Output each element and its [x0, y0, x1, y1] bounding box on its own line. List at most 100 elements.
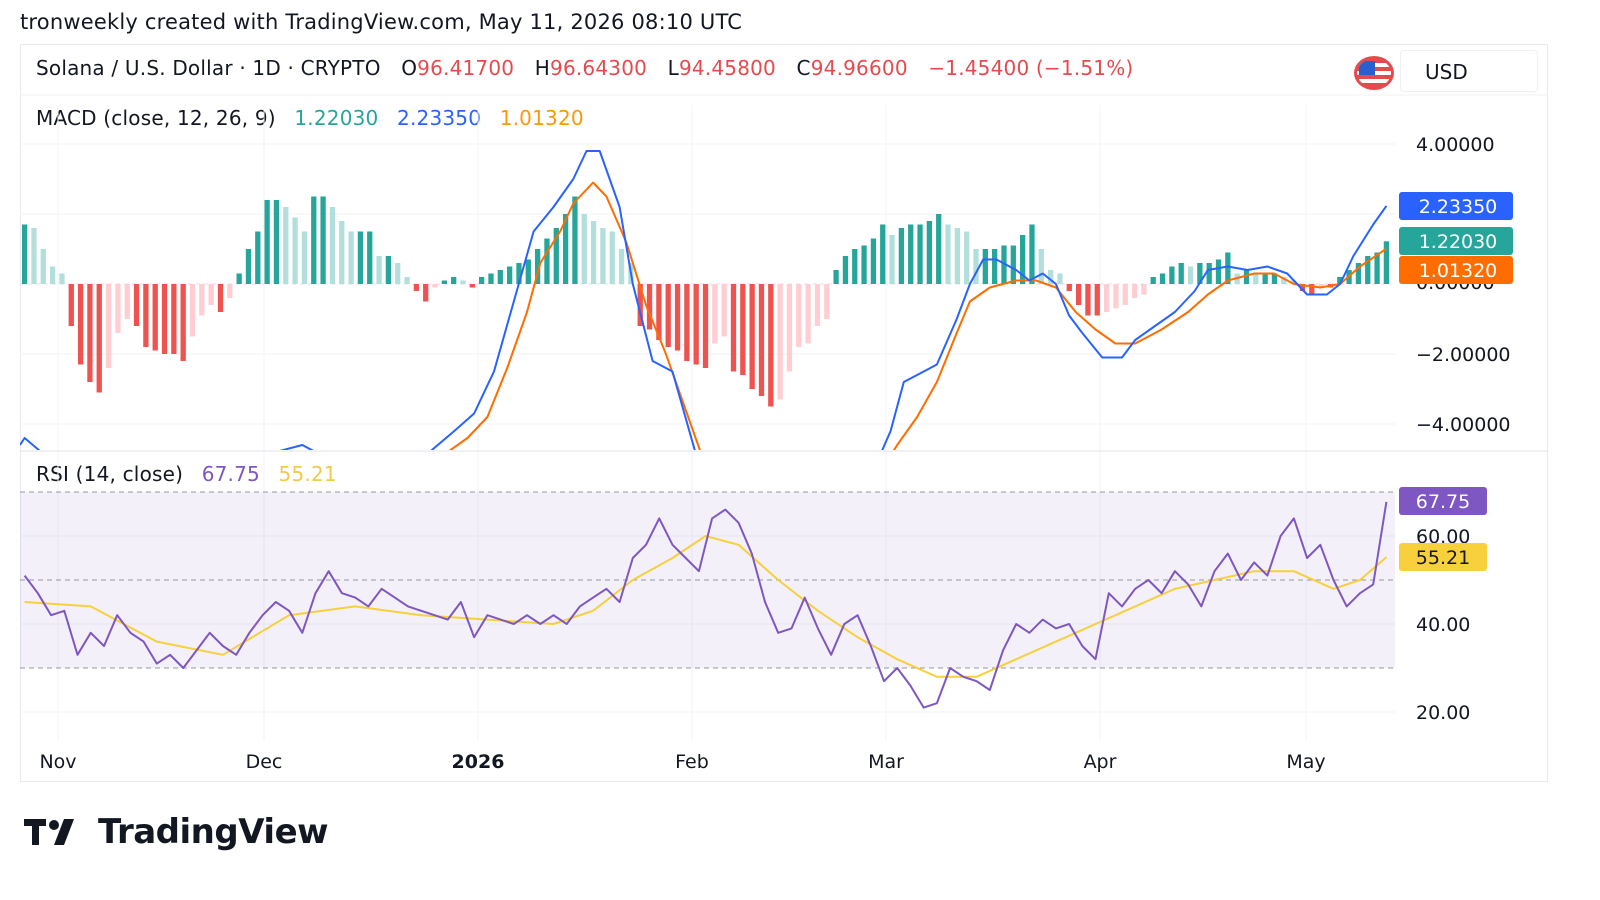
macd-histogram-bar: [945, 224, 951, 284]
signal-line: [448, 181, 1387, 450]
rsi-ma-line: [24, 535, 1388, 678]
rsi-y-tick: 40.00: [1416, 614, 1470, 636]
close-key: C: [796, 56, 811, 80]
rsi-ma-value: 55.21: [278, 462, 337, 486]
macd-histogram-bar: [1215, 259, 1222, 284]
macd-y-tick: −2.00000: [1416, 344, 1511, 366]
macd-histogram-bar: [1262, 273, 1268, 284]
macd-histogram-bar: [1019, 235, 1026, 284]
macd-histogram-bar: [1047, 270, 1054, 284]
macd-histogram-bar: [488, 273, 494, 284]
us-flag-icon[interactable]: [1354, 56, 1394, 90]
macd-histogram-bar: [646, 284, 653, 330]
macd-histogram-bar: [1383, 241, 1390, 284]
macd-legend[interactable]: MACD (close, 12, 26, 9) 1.22030 2.23350 …: [36, 106, 596, 130]
macd-histogram-bar: [1159, 273, 1166, 284]
macd-histogram-bar: [77, 284, 84, 365]
macd-histogram-bar: [749, 284, 755, 389]
macd-histogram-bar: [590, 221, 597, 284]
macd-histogram-bar: [105, 284, 112, 368]
rsi-y-tick: 20.00: [1416, 702, 1470, 724]
grid-layer: [20, 94, 1548, 740]
macd-histogram-bar: [693, 284, 699, 365]
macd-y-tick: 4.00000: [1416, 134, 1495, 156]
tradingview-brand-text: TradingView: [98, 812, 329, 852]
macd-histogram-bar: [861, 245, 867, 284]
macd-histogram-bar: [786, 284, 793, 372]
macd-histogram-bar: [562, 214, 569, 284]
macd-histogram-bar: [964, 231, 970, 284]
high-value: 96.64300: [550, 56, 648, 80]
macd-histogram-bar: [227, 284, 233, 298]
macd-histogram-bar: [674, 284, 681, 351]
x-axis-label: 2026: [452, 751, 505, 773]
rsi-legend[interactable]: RSI (14, close) 67.75 55.21: [36, 462, 349, 486]
macd-histogram-bar: [609, 231, 615, 284]
macd-histogram-bar: [1122, 284, 1128, 305]
hist-value-badge-bg: [1399, 227, 1513, 255]
x-axis-label: Nov: [39, 751, 76, 773]
macd-histogram-bar: [199, 284, 205, 316]
change-value: −1.45400 (−1.51%): [928, 56, 1134, 80]
chart-frame: [20, 44, 1548, 782]
macd-histogram-bar: [581, 214, 587, 284]
macd-histogram-bar: [544, 238, 550, 284]
macd-histogram-bar: [329, 207, 336, 284]
macd-histogram-bar: [171, 284, 177, 354]
x-axis-label: Apr: [1084, 751, 1117, 773]
macd-histogram-bar: [618, 249, 625, 284]
macd-histogram-bar: [460, 280, 466, 284]
macd-histogram-bar: [880, 224, 886, 284]
low-value: 94.45800: [678, 56, 776, 80]
macd-histogram-bar: [339, 221, 345, 284]
macd-histogram-bar: [1281, 277, 1287, 284]
macd-histogram-bar: [1057, 273, 1063, 284]
macd-histogram-bar: [1085, 284, 1091, 316]
macd-histogram-bar: [973, 249, 979, 284]
macd-histogram-bar: [852, 249, 858, 284]
macd-histogram-bar: [1038, 249, 1044, 284]
macd-histogram-bar: [1066, 284, 1072, 291]
rsi-line: [23, 501, 1388, 709]
open-value: 96.41700: [417, 56, 515, 80]
signal-value-badge-bg: [1399, 256, 1513, 284]
chart-caption: tronweekly created with TradingView.com,…: [20, 10, 743, 34]
macd-histogram-bar: [479, 277, 485, 284]
macd-histogram-bar: [870, 238, 877, 284]
macd-histogram-bar: [1365, 256, 1371, 284]
macd-histogram-bar: [255, 231, 261, 284]
macd-histogram-bar: [824, 284, 830, 319]
x-axis-label: Feb: [675, 751, 709, 773]
macd-histogram-bar: [702, 284, 709, 368]
macd-histogram-bar: [143, 284, 149, 347]
tradingview-logo[interactable]: TradingView: [24, 812, 329, 852]
macd-histogram-bar: [395, 263, 401, 284]
macd-line-value: 2.23350: [397, 106, 482, 130]
macd-histogram-bar: [740, 284, 746, 375]
macd-histogram-bar: [1299, 284, 1306, 291]
macd-histogram-bar: [301, 231, 308, 284]
macd-histogram-bar: [152, 284, 158, 351]
macd-histogram-bar: [348, 231, 354, 284]
macd-histogram-bar: [721, 284, 727, 337]
macd-histogram-bar: [432, 284, 438, 288]
macd-histogram-bar: [1253, 273, 1259, 284]
macd-histogram-bar: [1187, 266, 1194, 284]
macd-histogram-bar: [59, 273, 65, 284]
macd-histogram-bar: [572, 196, 578, 284]
macd-histogram-bar: [982, 249, 988, 284]
macd-histogram-bar: [1113, 284, 1119, 309]
symbol-label[interactable]: Solana / U.S. Dollar · 1D · CRYPTO: [36, 56, 381, 80]
macd-histogram-bar: [404, 277, 410, 284]
macd-histogram-bar: [926, 221, 933, 284]
macd-histogram-bar: [525, 259, 531, 284]
macd-histogram-bar: [68, 284, 74, 326]
macd-histogram-bar: [992, 249, 998, 284]
macd-histogram-bar: [441, 280, 447, 284]
macd-histogram-bar: [208, 284, 214, 305]
currency-selector[interactable]: USD: [1400, 50, 1538, 92]
macd-histogram-bar: [758, 284, 765, 396]
macd-histogram-bar: [320, 196, 326, 284]
macd-hist-value: 1.22030: [294, 106, 379, 130]
